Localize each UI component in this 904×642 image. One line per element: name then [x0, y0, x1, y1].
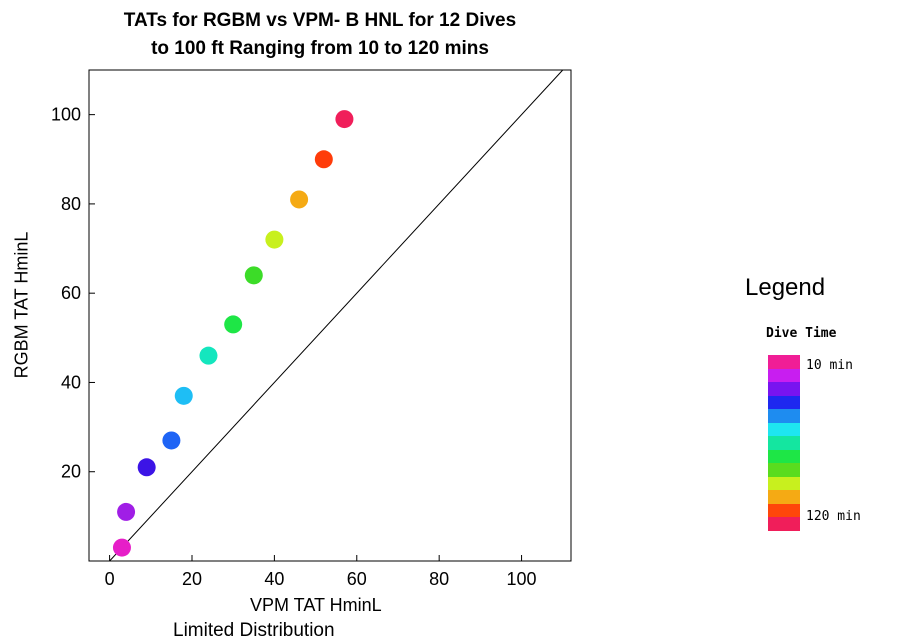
plot-frame [88, 69, 572, 562]
legend-swatch [768, 449, 800, 463]
y-tick-label: 60 [61, 283, 81, 303]
data-point [112, 538, 131, 557]
x-tick-label: 80 [429, 569, 449, 589]
data-point [290, 190, 309, 209]
footer-text: Limited Distribution [173, 620, 335, 641]
data-points [112, 110, 354, 557]
data-point [137, 458, 156, 477]
legend-swatch [768, 490, 800, 504]
legend-swatch [768, 382, 800, 396]
x-tick-label: 20 [182, 569, 202, 589]
data-point [162, 431, 181, 450]
data-point [224, 315, 243, 334]
axis-ticks: 0 20 40 60 80 100 20 40 60 80 100 [51, 105, 537, 589]
legend-swatch [768, 476, 800, 490]
legend-swatch [768, 355, 800, 369]
y-axis-label: RGBM TAT HminL [11, 231, 32, 379]
data-point [314, 150, 333, 169]
legend-bottom-label: 120 min [806, 509, 861, 524]
legend-title: Legend [745, 274, 826, 301]
legend-swatch [768, 436, 800, 450]
x-tick-label: 100 [507, 569, 537, 589]
legend-swatch [768, 503, 800, 517]
legend-swatch [768, 409, 800, 423]
legend-color-bar [768, 355, 800, 531]
data-point [335, 110, 354, 129]
x-tick-label: 40 [264, 569, 284, 589]
legend-swatch [768, 463, 800, 477]
x-tick-label: 0 [105, 569, 115, 589]
y-tick-label: 100 [51, 105, 81, 125]
legend-swatch [768, 517, 800, 531]
legend-top-label: 10 min [806, 358, 853, 373]
legend-swatch [768, 422, 800, 436]
chart-title-line-1: TATs for RGBM vs VPM- B HNL for 12 Dives [123, 10, 517, 31]
chart-title-line-2: to 100 ft Ranging from 10 to 120 mins [151, 38, 489, 59]
x-tick-label: 60 [347, 569, 367, 589]
data-point [174, 386, 193, 405]
legend-swatch [768, 395, 800, 409]
data-point [244, 266, 263, 285]
y-tick-label: 80 [61, 194, 81, 214]
y-tick-label: 40 [61, 372, 81, 392]
reference-line [109, 69, 564, 562]
x-axis-label: VPM TAT HminL [250, 595, 382, 615]
legend-subtitle: Dive Time [766, 326, 837, 341]
data-point [199, 346, 218, 365]
reference-line-group [109, 69, 564, 562]
legend-swatch [768, 368, 800, 382]
data-point [265, 230, 284, 249]
y-tick-label: 20 [61, 462, 81, 482]
data-point [117, 502, 136, 521]
